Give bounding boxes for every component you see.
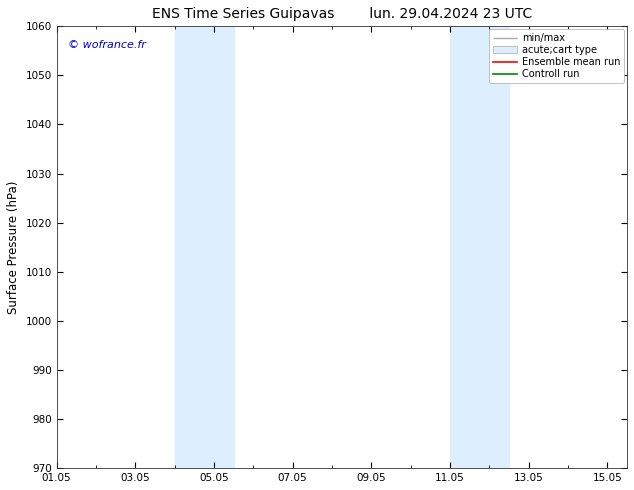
Y-axis label: Surface Pressure (hPa): Surface Pressure (hPa) <box>7 180 20 314</box>
Bar <box>174 26 234 468</box>
Legend: min/max, acute;cart type, Ensemble mean run, Controll run: min/max, acute;cart type, Ensemble mean … <box>489 29 624 83</box>
Bar <box>450 26 509 468</box>
Title: ENS Time Series Guipavas        lun. 29.04.2024 23 UTC: ENS Time Series Guipavas lun. 29.04.2024… <box>152 7 532 21</box>
Text: © wofrance.fr: © wofrance.fr <box>68 40 146 49</box>
